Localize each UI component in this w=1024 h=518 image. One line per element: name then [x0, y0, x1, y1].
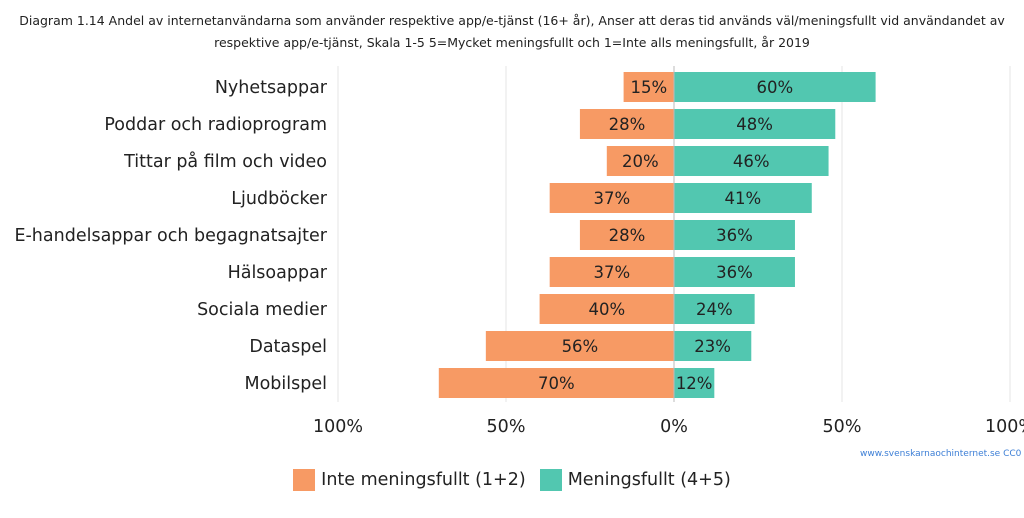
data-label-meningsfullt: 41% — [725, 189, 762, 208]
bar-meningsfullt — [674, 368, 715, 398]
category-label: Hälsoappar — [228, 263, 328, 283]
data-label-inte-meningsfullt: 37% — [593, 263, 630, 282]
bar-meningsfullt — [674, 109, 836, 139]
x-tick-label: 50% — [823, 417, 862, 437]
data-label-meningsfullt: 24% — [696, 300, 733, 319]
bar-meningsfullt — [674, 146, 829, 176]
x-tick-label: 100% — [985, 417, 1024, 437]
data-label-inte-meningsfullt: 28% — [609, 226, 646, 245]
category-label: Nyhetsappar — [215, 78, 328, 98]
bars — [438, 66, 876, 402]
category-label: Tittar på film och video — [123, 151, 327, 172]
category-label: Ljudböcker — [231, 189, 328, 209]
category-label: Poddar och radioprogram — [104, 115, 327, 135]
chart-title: Diagram 1.14 Andel av internetanvändarna… — [0, 10, 1024, 54]
data-label-meningsfullt: 12% — [676, 374, 713, 393]
labels: 100% 50% 0% 50% 100% Nyhetsappar 15% 60% Poddar … — [14, 78, 1024, 437]
data-label-meningsfullt: 23% — [694, 337, 731, 356]
bar-meningsfullt — [674, 220, 795, 250]
bar-inte-meningsfullt — [549, 183, 674, 213]
bar-meningsfullt — [674, 72, 876, 102]
x-tick-label: 0% — [660, 417, 688, 437]
category-label: Dataspel — [249, 337, 327, 357]
legend-swatch-negative — [293, 469, 316, 491]
data-label-meningsfullt: 46% — [733, 152, 770, 171]
bar-inte-meningsfullt — [539, 294, 674, 324]
bar-meningsfullt — [674, 294, 755, 324]
bar-inte-meningsfullt — [623, 72, 674, 102]
source-credit: www.svenskarnaochinternet.se CC0 — [860, 449, 1022, 459]
data-label-inte-meningsfullt: 37% — [593, 189, 630, 208]
data-label-inte-meningsfullt: 28% — [609, 115, 646, 134]
bar-inte-meningsfullt — [579, 220, 674, 250]
data-label-meningsfullt: 60% — [756, 78, 793, 97]
data-label-meningsfullt: 36% — [716, 263, 753, 282]
x-tick-label: 100% — [313, 417, 363, 437]
bar-meningsfullt — [674, 183, 812, 213]
bar-meningsfullt — [674, 257, 795, 287]
data-label-meningsfullt: 36% — [716, 226, 753, 245]
data-label-meningsfullt: 48% — [736, 115, 773, 134]
chart-title-line-2: respektive app/e-tjänst, Skala 1-5 5=Myc… — [214, 35, 810, 50]
category-label: E-handelsappar och begagnatsajter — [14, 226, 327, 246]
bar-inte-meningsfullt — [485, 331, 674, 361]
legend-label-positive: Meningsfullt (4+5) — [567, 470, 731, 490]
data-label-inte-meningsfullt: 56% — [562, 337, 599, 356]
data-label-inte-meningsfullt: 20% — [622, 152, 659, 171]
bar-meningsfullt — [674, 331, 752, 361]
data-label-inte-meningsfullt: 70% — [538, 374, 575, 393]
legend: Inte meningsfullt (1+2) Meningsfullt (4+… — [0, 469, 1024, 491]
legend-item-negative: Inte meningsfullt (1+2) — [293, 469, 526, 491]
legend-label-negative: Inte meningsfullt (1+2) — [321, 470, 526, 490]
bar-inte-meningsfullt — [549, 257, 674, 287]
bar-inte-meningsfullt — [606, 146, 674, 176]
x-tick-label: 50% — [487, 417, 526, 437]
category-label: Mobilspel — [245, 374, 328, 394]
bar-inte-meningsfullt — [579, 109, 674, 139]
category-label: Sociala medier — [197, 300, 328, 320]
legend-item-positive: Meningsfullt (4+5) — [539, 469, 731, 491]
bar-inte-meningsfullt — [438, 368, 674, 398]
data-label-inte-meningsfullt: 40% — [588, 300, 625, 319]
chart-title-line-1: Diagram 1.14 Andel av internetanvändarna… — [19, 13, 1005, 28]
data-label-inte-meningsfullt: 15% — [630, 78, 667, 97]
legend-swatch-positive — [539, 469, 562, 491]
